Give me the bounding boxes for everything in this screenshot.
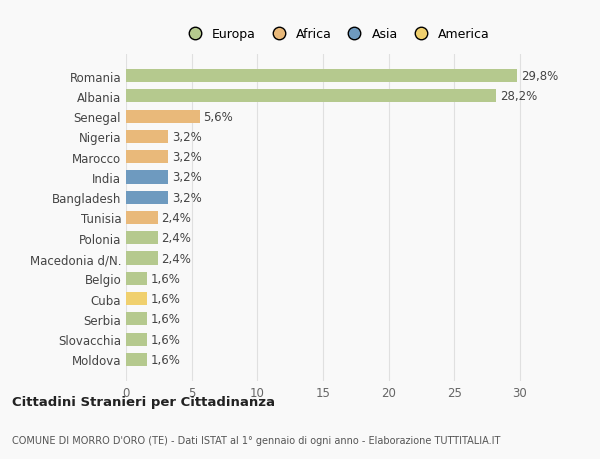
Bar	[126, 252, 157, 265]
Text: 1,6%: 1,6%	[151, 353, 181, 366]
Text: 2,4%: 2,4%	[161, 252, 191, 265]
Text: 3,2%: 3,2%	[172, 171, 202, 184]
Bar	[126, 151, 168, 164]
Bar	[126, 313, 147, 326]
Bar	[126, 272, 147, 285]
Bar	[126, 130, 168, 144]
Bar	[126, 90, 496, 103]
Text: 1,6%: 1,6%	[151, 313, 181, 325]
Text: COMUNE DI MORRO D'ORO (TE) - Dati ISTAT al 1° gennaio di ogni anno - Elaborazion: COMUNE DI MORRO D'ORO (TE) - Dati ISTAT …	[12, 435, 500, 445]
Text: 29,8%: 29,8%	[521, 70, 559, 83]
Bar	[126, 212, 157, 224]
Text: 2,4%: 2,4%	[161, 232, 191, 245]
Text: 3,2%: 3,2%	[172, 191, 202, 204]
Text: 3,2%: 3,2%	[172, 131, 202, 144]
Bar	[126, 232, 157, 245]
Bar	[126, 70, 517, 83]
Bar	[126, 353, 147, 366]
Bar	[126, 171, 168, 184]
Text: 2,4%: 2,4%	[161, 212, 191, 224]
Text: 1,6%: 1,6%	[151, 292, 181, 305]
Text: 3,2%: 3,2%	[172, 151, 202, 164]
Text: Cittadini Stranieri per Cittadinanza: Cittadini Stranieri per Cittadinanza	[12, 396, 275, 409]
Legend: Europa, Africa, Asia, America: Europa, Africa, Asia, America	[179, 25, 493, 44]
Text: 28,2%: 28,2%	[500, 90, 538, 103]
Text: 1,6%: 1,6%	[151, 272, 181, 285]
Text: 5,6%: 5,6%	[203, 111, 233, 123]
Text: 1,6%: 1,6%	[151, 333, 181, 346]
Bar	[126, 191, 168, 204]
Bar	[126, 292, 147, 306]
Bar	[126, 110, 199, 123]
Bar	[126, 333, 147, 346]
